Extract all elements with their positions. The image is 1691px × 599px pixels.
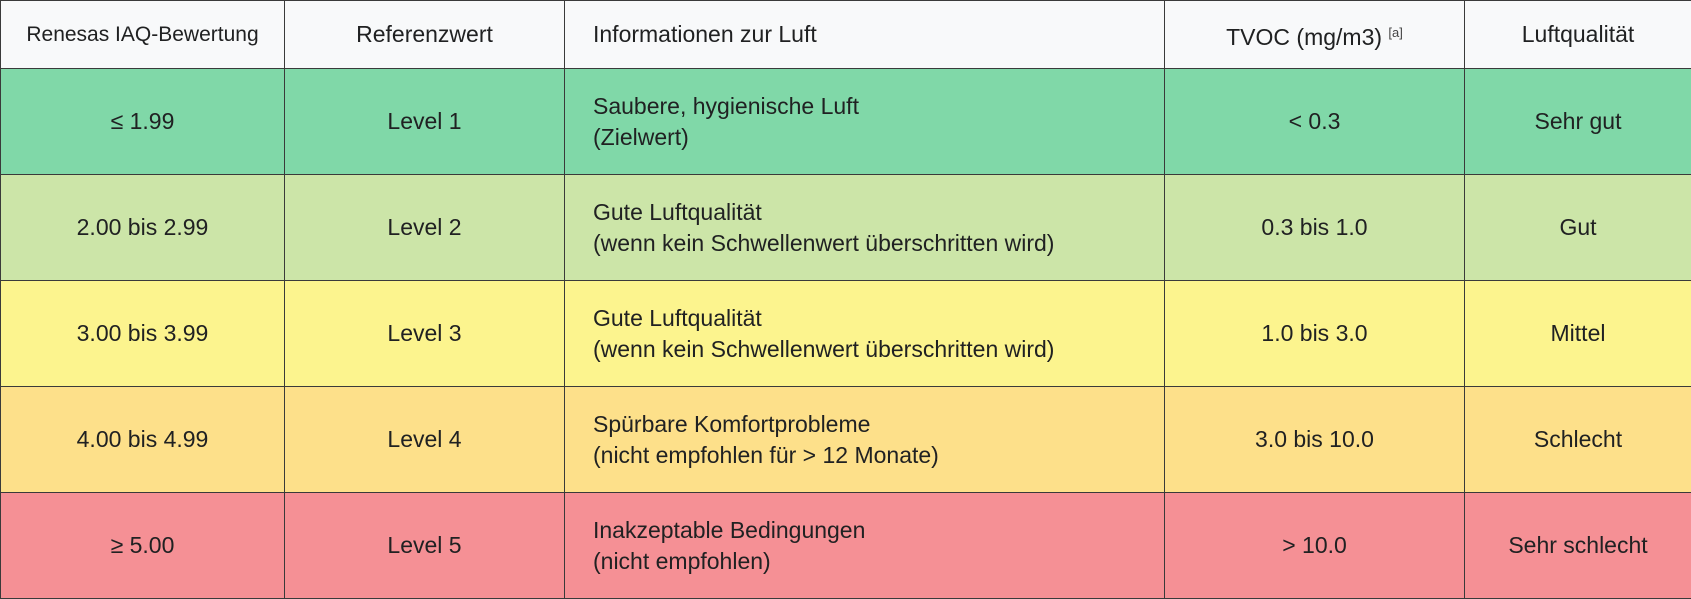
cell-info: Gute Luftqualität (wenn kein Schwellenwe… xyxy=(565,281,1165,387)
cell-quality: Schlecht xyxy=(1465,387,1691,493)
header-row: Renesas IAQ-Bewertung Referenzwert Infor… xyxy=(1,1,1691,69)
info-line-1: Gute Luftqualität xyxy=(593,303,1154,334)
header-score: Renesas IAQ-Bewertung xyxy=(1,1,285,69)
cell-score: ≤ 1.99 xyxy=(1,69,285,175)
cell-reference: Level 4 xyxy=(285,387,565,493)
cell-reference: Level 5 xyxy=(285,493,565,599)
header-tvoc-label: TVOC (mg/m3) xyxy=(1226,24,1382,50)
cell-info: Spürbare Komfortprobleme (nicht empfohle… xyxy=(565,387,1165,493)
table-row: ≥ 5.00 Level 5 Inakzeptable Bedingungen … xyxy=(1,493,1691,599)
cell-score: ≥ 5.00 xyxy=(1,493,285,599)
cell-reference: Level 3 xyxy=(285,281,565,387)
cell-tvoc: 3.0 bis 10.0 xyxy=(1165,387,1465,493)
table-row: 4.00 bis 4.99 Level 4 Spürbare Komfortpr… xyxy=(1,387,1691,493)
info-line-2: (Zielwert) xyxy=(593,122,1154,153)
table-row: 2.00 bis 2.99 Level 2 Gute Luftqualität … xyxy=(1,175,1691,281)
table-row: 3.00 bis 3.99 Level 3 Gute Luftqualität … xyxy=(1,281,1691,387)
header-info: Informationen zur Luft xyxy=(565,1,1165,69)
header-reference: Referenzwert xyxy=(285,1,565,69)
info-line-1: Spürbare Komfortprobleme xyxy=(593,409,1154,440)
cell-quality: Mittel xyxy=(1465,281,1691,387)
cell-score: 3.00 bis 3.99 xyxy=(1,281,285,387)
info-line-1: Saubere, hygienische Luft xyxy=(593,91,1154,122)
cell-tvoc: < 0.3 xyxy=(1165,69,1465,175)
cell-reference: Level 2 xyxy=(285,175,565,281)
cell-score: 4.00 bis 4.99 xyxy=(1,387,285,493)
info-line-2: (nicht empfohlen für > 12 Monate) xyxy=(593,440,1154,471)
cell-info: Saubere, hygienische Luft (Zielwert) xyxy=(565,69,1165,175)
cell-tvoc: > 10.0 xyxy=(1165,493,1465,599)
info-line-2: (nicht empfohlen) xyxy=(593,546,1154,577)
info-line-1: Gute Luftqualität xyxy=(593,197,1154,228)
info-line-1: Inakzeptable Bedingungen xyxy=(593,515,1154,546)
footnote-link[interactable]: [a] xyxy=(1388,25,1402,40)
info-line-2: (wenn kein Schwellenwert überschritten w… xyxy=(593,228,1154,259)
header-tvoc: TVOC (mg/m3) [a] xyxy=(1165,1,1465,69)
info-line-2: (wenn kein Schwellenwert überschritten w… xyxy=(593,334,1154,365)
cell-quality: Sehr schlecht xyxy=(1465,493,1691,599)
cell-score: 2.00 bis 2.99 xyxy=(1,175,285,281)
cell-info: Inakzeptable Bedingungen (nicht empfohle… xyxy=(565,493,1165,599)
cell-tvoc: 0.3 bis 1.0 xyxy=(1165,175,1465,281)
header-quality: Luftqualität xyxy=(1465,1,1691,69)
cell-quality: Gut xyxy=(1465,175,1691,281)
cell-info: Gute Luftqualität (wenn kein Schwellenwe… xyxy=(565,175,1165,281)
cell-tvoc: 1.0 bis 3.0 xyxy=(1165,281,1465,387)
cell-reference: Level 1 xyxy=(285,69,565,175)
table-row: ≤ 1.99 Level 1 Saubere, hygienische Luft… xyxy=(1,69,1691,175)
cell-quality: Sehr gut xyxy=(1465,69,1691,175)
